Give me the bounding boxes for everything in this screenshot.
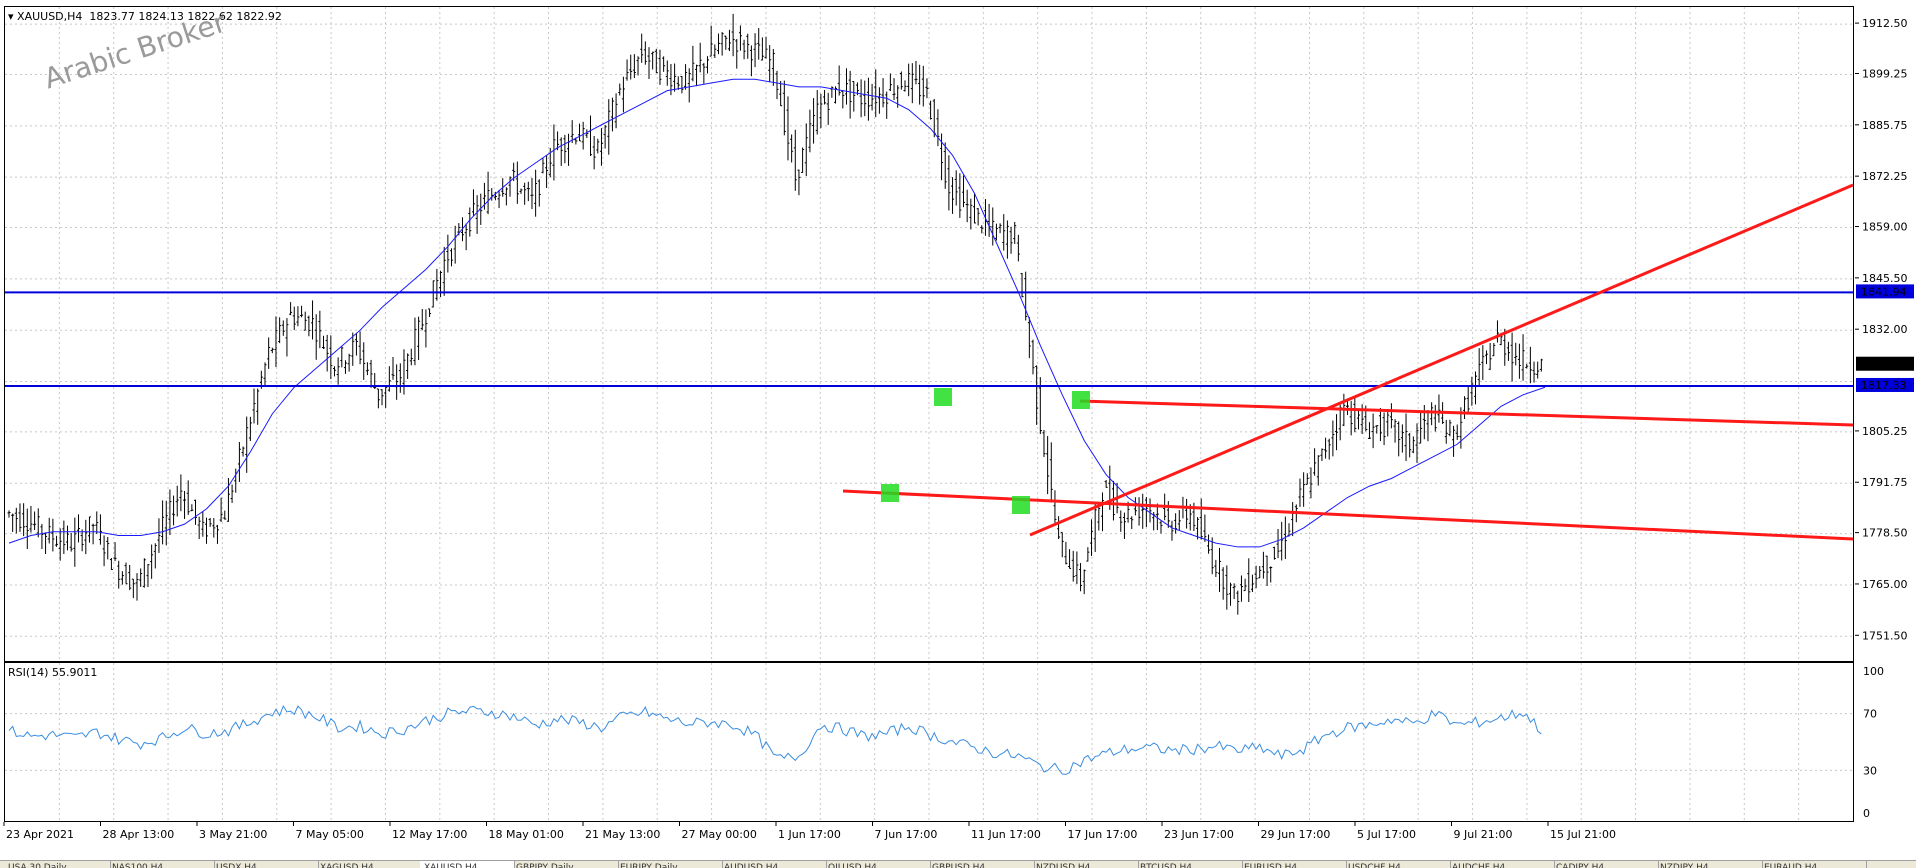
time-tick-label: 3 May 21:00 bbox=[199, 828, 267, 841]
rsi-tick-label: 70 bbox=[1863, 708, 1877, 721]
chart-tab[interactable]: NZDJPY,H4 bbox=[1656, 861, 1763, 868]
current-price-box-label: 1822.92 bbox=[1861, 358, 1907, 371]
pivot-marker bbox=[1072, 391, 1090, 409]
price-scale[interactable]: 1912.50 1899.25 1885.75 1872.25 1859.00 1845.… bbox=[1855, 6, 1916, 662]
symbol-name: XAUUSD,H4 bbox=[17, 10, 83, 23]
chart-tab[interactable]: NAS100,H4 bbox=[108, 861, 215, 868]
level-lower-price-box-label: 1817.33 bbox=[1861, 379, 1907, 392]
trend-line bbox=[1029, 183, 1854, 537]
ohlc-values: 1823.77 1824.13 1822.62 1822.92 bbox=[89, 10, 282, 23]
time-tick-label: 12 May 17:00 bbox=[392, 828, 467, 841]
chart-tab[interactable]: EURAUD,H4 bbox=[1760, 861, 1867, 868]
chart-tab[interactable]: GBPJPY,Daily bbox=[512, 861, 619, 868]
trend-line bbox=[842, 489, 1854, 541]
chart-tab[interactable]: EURUSD,H4 bbox=[1240, 861, 1347, 868]
price-tick-label: 1791.75 bbox=[1862, 476, 1908, 489]
chart-tab[interactable]: USDCHF,H4 bbox=[1344, 861, 1451, 868]
chart-tab[interactable]: GBPUSD,H4 bbox=[928, 861, 1035, 868]
time-tick-label: 5 Jul 17:00 bbox=[1357, 828, 1416, 841]
time-tick-label: 21 May 13:00 bbox=[585, 828, 660, 841]
chart-tab[interactable]: AUDUSD,H4 bbox=[720, 861, 827, 868]
pivot-marker bbox=[934, 388, 952, 406]
time-axis-canvas: 23 Apr 2021 28 Apr 13:00 3 May 21:00 7 May … bbox=[3, 822, 1616, 841]
time-tick-label: 17 Jun 17:00 bbox=[1068, 828, 1138, 841]
rsi-scale: 100 70 30 0 bbox=[1855, 662, 1916, 822]
chart-tab[interactable]: CADJPY,H4 bbox=[1552, 861, 1659, 868]
price-tick-label: 1859.00 bbox=[1862, 221, 1908, 234]
collapse-triangle-icon[interactable]: ▾ bbox=[8, 10, 18, 23]
rsi-tick-label: 30 bbox=[1863, 764, 1877, 777]
rsi-scale-canvas: 100 70 30 0 bbox=[1863, 665, 1884, 820]
rsi-pane[interactable] bbox=[4, 662, 1854, 822]
rsi-header: RSI(14) 55.9011 bbox=[8, 666, 98, 679]
chart-tab[interactable]: BTCUSD,H4 bbox=[1136, 861, 1243, 868]
current-price-box bbox=[1856, 356, 1914, 371]
chart-tab[interactable]: USDX,H4 bbox=[212, 861, 319, 868]
price-tick-label: 1778.50 bbox=[1862, 527, 1908, 540]
price-tick-label: 1765.00 bbox=[1862, 578, 1908, 591]
pivot-marker bbox=[1012, 496, 1030, 514]
time-tick-label: 7 Jun 17:00 bbox=[875, 828, 938, 841]
rsi-canvas[interactable] bbox=[5, 663, 1853, 821]
chart-tab[interactable]: EURJPY,Daily bbox=[616, 861, 723, 868]
price-tick-label: 1845.50 bbox=[1862, 272, 1908, 285]
price-tick-label: 1899.25 bbox=[1862, 67, 1908, 80]
price-chart-pane[interactable] bbox=[4, 6, 1854, 662]
moving-average-line bbox=[8, 78, 1546, 548]
price-tick-label: 1805.25 bbox=[1862, 425, 1908, 438]
time-tick-label: 7 May 05:00 bbox=[296, 828, 364, 841]
time-tick-label: 28 Apr 13:00 bbox=[103, 828, 175, 841]
price-tick-label: 1832.00 bbox=[1862, 323, 1908, 336]
chart-tab[interactable]: NZDUSD,H4 bbox=[1032, 861, 1139, 868]
time-tick-label: 9 Jul 21:00 bbox=[1454, 828, 1513, 841]
chart-tab[interactable]: USA 30,Daily bbox=[4, 861, 111, 868]
chart-tab[interactable]: XAUUSD,H4 bbox=[420, 861, 515, 868]
price-scale-canvas: 1912.50 1899.25 1885.75 1872.25 1859.00 1845.… bbox=[1855, 17, 1914, 642]
chart-tab[interactable]: OILUSD,H4 bbox=[824, 861, 931, 868]
time-axis: 23 Apr 2021 28 Apr 13:00 3 May 21:00 7 May … bbox=[0, 822, 1916, 846]
level-lower-price-box bbox=[1856, 377, 1914, 392]
level-upper-price-box-label: 1841.94 bbox=[1861, 285, 1907, 298]
time-tick-label: 1 Jun 17:00 bbox=[778, 828, 841, 841]
rsi-line bbox=[8, 705, 1542, 775]
price-chart-canvas[interactable] bbox=[5, 7, 1854, 661]
level-upper-price-box bbox=[1856, 284, 1914, 299]
chart-tab[interactable]: AUDCHF,H4 bbox=[1448, 861, 1555, 868]
time-tick-label: 15 Jul 21:00 bbox=[1550, 828, 1616, 841]
price-tick-label: 1872.25 bbox=[1862, 170, 1908, 183]
rsi-tick-label: 100 bbox=[1863, 665, 1884, 678]
chart-tabs-bar: USA 30,Daily NAS100,H4 USDX,H4 XAGUSD,H4 XAU… bbox=[0, 860, 1916, 868]
rsi-tick-label: 0 bbox=[1863, 807, 1870, 820]
price-tick-label: 1885.75 bbox=[1862, 119, 1908, 132]
time-tick-label: 11 Jun 17:00 bbox=[971, 828, 1041, 841]
price-tick-label: 1751.50 bbox=[1862, 629, 1908, 642]
price-tick-label: 1912.50 bbox=[1862, 17, 1908, 30]
time-tick-label: 23 Apr 2021 bbox=[6, 828, 74, 841]
time-tick-label: 27 May 00:00 bbox=[682, 828, 757, 841]
time-tick-label: 29 Jun 17:00 bbox=[1261, 828, 1331, 841]
pivot-marker bbox=[881, 484, 899, 502]
time-tick-label: 23 Jun 17:00 bbox=[1164, 828, 1234, 841]
time-tick-label: 18 May 01:00 bbox=[489, 828, 564, 841]
symbol-header: ▾ XAUUSD,H4 1823.77 1824.13 1822.62 1822… bbox=[8, 10, 282, 23]
trend-line bbox=[1079, 399, 1854, 427]
